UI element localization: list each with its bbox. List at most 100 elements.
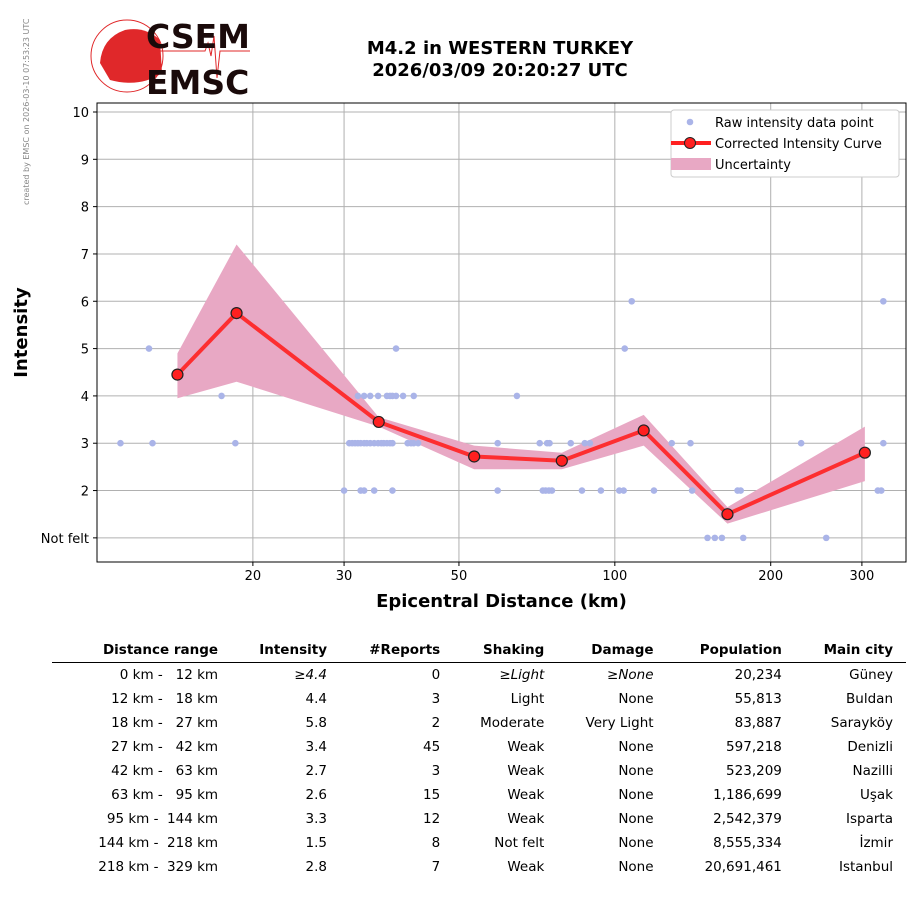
raw-data-point [650,487,658,494]
raw-data-point [581,439,589,447]
table-cell: 8 [431,835,441,851]
table-cell: Moderate [480,715,545,731]
y-tick-label: 10 [72,106,89,121]
raw-data-point [880,297,887,305]
table-row: 42 km - 63 km 2.7 3 Weak None 523,209 Nazilli [52,759,906,783]
curve-marker [468,450,481,463]
table-cell: None [618,691,654,707]
y-tick-label: 4 [81,390,89,405]
uncertainty-band [177,244,865,524]
table-cell: None [618,787,654,803]
table-cell: 2,542,379 [713,811,782,827]
curve-marker [230,306,243,320]
column-header: Population [666,640,795,663]
table-cell: None [618,811,654,827]
table-cell: None [618,763,654,779]
raw-data-point [628,297,636,305]
table-row: 63 km - 95 km 2.6 15 Weak None 1,186,699 Uşak [52,783,906,807]
raw-data-point [536,439,543,447]
table-cell: Very Light [585,715,654,731]
table-header-row: Distance range Intensity #Reports Shaking Da… [52,640,906,663]
raw-data-point [360,487,368,494]
raw-data-point [586,439,594,447]
column-header: Intensity [231,640,340,663]
raw-data-point [513,392,521,400]
table-cell: Isparta [846,811,893,827]
raw-data-point [704,534,711,542]
raw-data-point [340,487,348,494]
legend-curve-marker [684,137,696,149]
intensity-table: Distance range Intensity #Reports Shaking Da… [52,640,906,879]
table-cell: None [618,835,654,851]
table-cell: 12 [423,811,441,827]
table-cell: 7 [431,859,441,875]
title-event: M4.2 in WESTERN TURKEY [366,38,634,59]
raw-data-point [621,345,629,352]
corrected-intensity-curve [175,310,866,517]
table-cell: 63 km - 95 km [111,787,219,803]
table-row: 0 km - 12 km ≥4.4 0 ≥Light ≥None 20,234 Güney [52,663,906,688]
raw-data-point [392,392,400,400]
table-cell: 95 km - 144 km [106,811,219,827]
raw-data-point [620,487,627,494]
plot-frame [96,102,907,563]
chart-title: M4.2 in WESTERN TURKEY 2026/03/09 20:20:… [300,38,700,82]
curve-marker [372,415,385,429]
table-cell: 0 km - 12 km [119,667,219,683]
table-cell: 1.5 [305,835,327,851]
raw-data-point [668,439,676,447]
raw-data-point [366,392,374,400]
y-tick-label: 8 [81,201,89,216]
table-row: 95 km - 144 km 3.3 12 Weak None 2,542,379 Ispa… [52,807,906,831]
table-cell: 2.6 [305,787,327,803]
table-cell: 18 km - 27 km [111,715,219,731]
table-row: 27 km - 42 km 3.4 45 Weak None 597,218 Denizli [52,735,906,759]
y-tick-label: Not felt [41,532,89,547]
raw-data-point [370,487,378,494]
table-cell: 2.7 [305,763,327,779]
legend-band-swatch [671,158,711,170]
table-cell: Weak [507,763,545,779]
column-header: #Reports [340,640,454,663]
curve-marker [858,446,871,459]
legend-raw-marker [686,118,694,126]
table-cell: 597,218 [726,739,782,755]
y-tick-label: 3 [81,437,89,452]
raw-data-point [688,487,696,494]
curve-marker [721,508,734,521]
table-cell: Istanbul [838,859,893,875]
table-cell: 523,209 [726,763,782,779]
table-cell: 5.8 [305,715,327,731]
table-cell: 83,887 [734,715,782,731]
raw-data-point [145,345,153,352]
raw-data-point [797,439,805,447]
table-cell: Güney [849,667,893,683]
table-cell: 15 [423,787,441,803]
raw-data-point [149,439,156,447]
table-cell: 4.4 [305,691,327,707]
table-cell: 218 km - 329 km [98,859,219,875]
table-cell: ≥None [607,667,654,683]
raw-data-point [232,439,239,447]
table-cell: None [618,739,654,755]
table-cell: 3 [431,763,441,779]
table-cell: 20,234 [734,667,782,683]
y-tick-label: 7 [81,248,89,263]
table-cell: Weak [507,787,545,803]
curve-marker [637,424,650,437]
raw-data-point [548,487,556,494]
column-header: Shaking [453,640,558,663]
legend-label: Uncertainty [715,158,791,173]
table-cell: 42 km - 63 km [111,763,219,779]
table-cell: Buldan [846,691,893,707]
raw-data-point [389,439,396,447]
table-cell: 55,813 [734,691,782,707]
table-cell: 8,555,334 [713,835,782,851]
raw-data-point [567,439,575,447]
x-axis-label: Epicentral Distance (km) [376,591,627,612]
raw-data-point [494,487,501,494]
raw-data-point [410,392,418,400]
raw-data-point [360,392,368,400]
table-cell: 45 [423,739,441,755]
